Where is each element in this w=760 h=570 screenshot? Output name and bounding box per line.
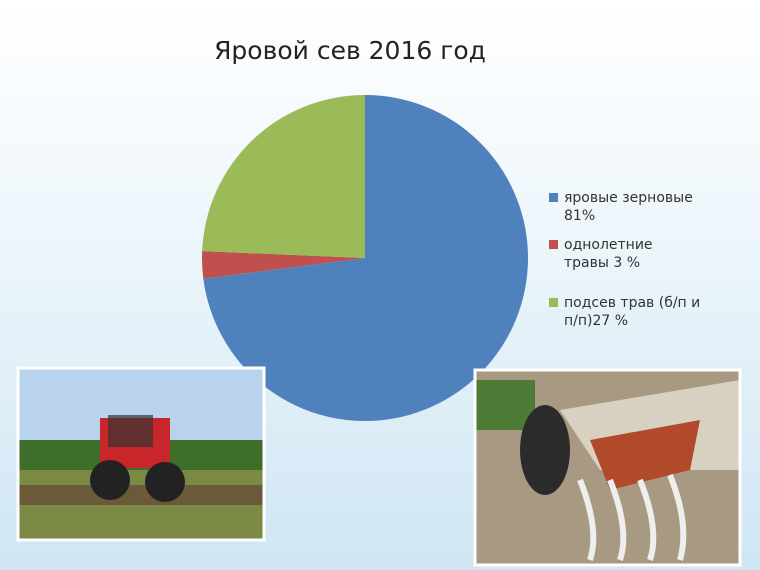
legend-item: подсев трав (б/п и п/п)27 %: [549, 294, 714, 330]
legend-swatch: [549, 240, 558, 249]
pie: [202, 95, 528, 422]
legend-item: яровые зерновые 81%: [549, 189, 714, 225]
pie-slice: [202, 251, 365, 279]
photo-seeder: [473, 368, 742, 567]
photo-tractor: [16, 366, 266, 542]
legend-swatch: [549, 193, 558, 202]
legend-label: яровые зерновые 81%: [564, 190, 693, 224]
legend-label: однолетние травы 3 %: [564, 237, 653, 271]
legend-item: однолетние травы 3 %: [549, 236, 664, 272]
pie-slice: [202, 95, 365, 258]
pie-slice: [203, 95, 528, 422]
chart-title: Яровой сев 2016 год: [214, 36, 486, 65]
legend-label: подсев трав (б/п и п/п)27 %: [564, 295, 701, 329]
legend-swatch: [549, 298, 558, 307]
